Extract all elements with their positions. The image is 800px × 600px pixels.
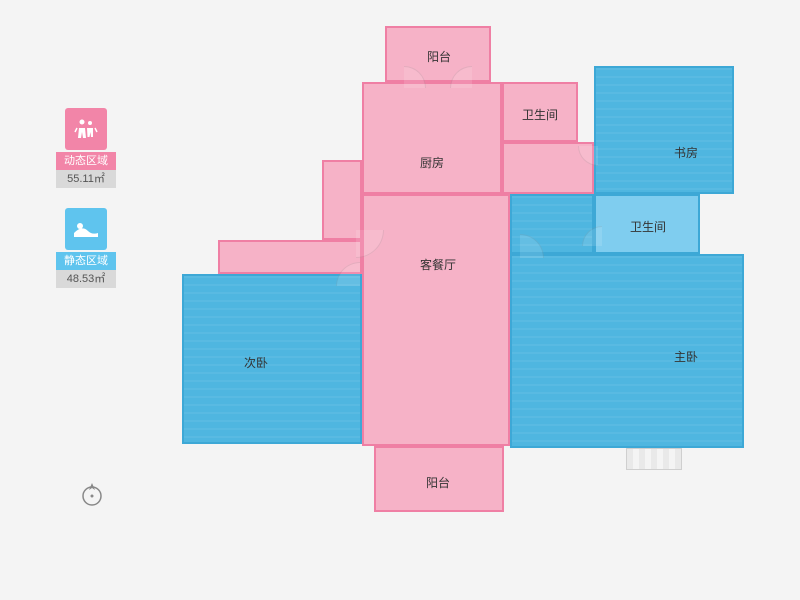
rest-icon	[72, 219, 100, 239]
room-balcony-top: 阳台	[385, 26, 491, 82]
floorplan: 阳台 厨房 卫生间 客餐厅 阳台 书房 卫生间 主卧 次卧	[182, 26, 756, 562]
compass-icon	[78, 480, 106, 508]
legend-dynamic-value: 55.11㎡	[56, 170, 116, 188]
room-left-strip	[322, 160, 362, 240]
room-kitchen: 厨房	[362, 82, 502, 194]
room-living: 客餐厅	[362, 194, 510, 446]
room-second-bed: 次卧	[182, 274, 362, 444]
room-label: 主卧	[674, 348, 698, 365]
room-label: 阳台	[427, 48, 451, 65]
legend-dynamic-icon	[65, 108, 107, 150]
people-icon	[73, 116, 99, 142]
room-bath-right: 卫生间	[594, 194, 700, 254]
legend-dynamic: 动态区域 55.11㎡	[56, 108, 116, 188]
room-bath-top: 卫生间	[502, 82, 578, 142]
room-study: 书房	[594, 66, 734, 194]
room-label: 客餐厅	[420, 256, 456, 273]
room-label: 卫生间	[522, 106, 558, 123]
room-master: 主卧	[510, 254, 744, 448]
room-label: 卫生间	[630, 218, 666, 235]
balustrade	[626, 448, 682, 470]
legend-static-icon	[65, 208, 107, 250]
room-label: 书房	[674, 144, 698, 161]
legend-static: 静态区域 48.53㎡	[56, 208, 116, 288]
room-label: 厨房	[420, 154, 444, 171]
room-label: 次卧	[244, 354, 268, 371]
room-label: 阳台	[426, 474, 450, 491]
legend-static-label: 静态区域	[56, 252, 116, 270]
room-left-porch	[218, 240, 362, 274]
legend: 动态区域 55.11㎡ 静态区域 48.53㎡	[56, 108, 116, 308]
legend-static-value: 48.53㎡	[56, 270, 116, 288]
room-balcony-bottom: 阳台	[374, 446, 504, 512]
legend-dynamic-label: 动态区域	[56, 152, 116, 170]
